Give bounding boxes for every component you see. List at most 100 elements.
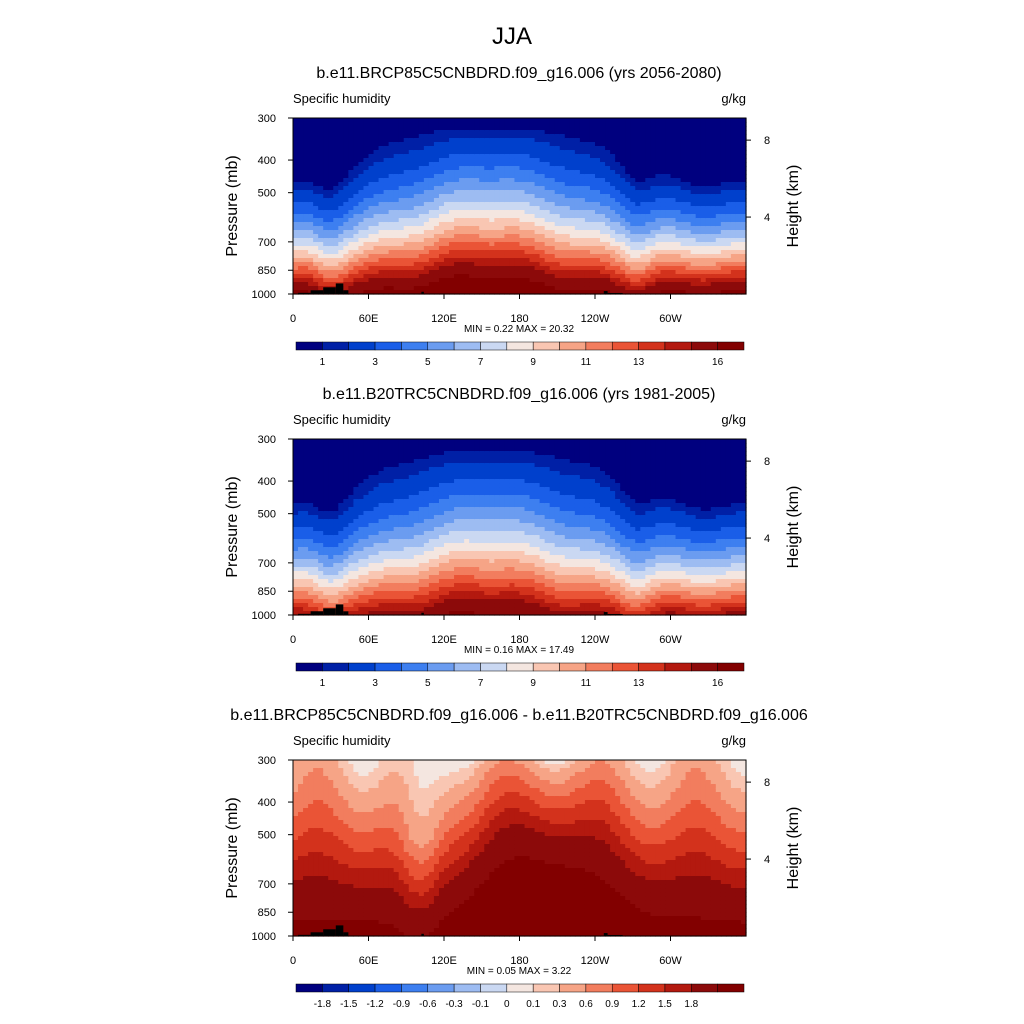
field-cell [408, 130, 415, 135]
field-cell [574, 234, 581, 239]
field-cell [499, 246, 505, 251]
field-cell [449, 126, 455, 131]
field-cell [695, 214, 702, 219]
field-cell [428, 246, 435, 251]
field-cell [720, 138, 727, 143]
field-cell [489, 150, 495, 155]
field-cell [660, 230, 667, 235]
field-cell [308, 154, 314, 159]
field-cell [715, 186, 722, 191]
field-cell [574, 130, 581, 135]
field-cell [469, 218, 475, 223]
field-cell [499, 190, 505, 195]
field-cell [454, 262, 460, 267]
field-cell [519, 190, 526, 195]
field-cell [303, 503, 309, 508]
field-cell [449, 282, 455, 287]
variable-label: Specific humidity [293, 91, 391, 106]
field-cell [308, 471, 314, 476]
field-cell [710, 182, 717, 187]
field-cell [489, 234, 495, 239]
field-cell [519, 262, 526, 267]
field-cell [484, 174, 490, 179]
field-cell [615, 246, 621, 251]
field-cell [544, 282, 551, 287]
field-cell [705, 222, 712, 227]
field-cell [363, 487, 370, 492]
field-cell [554, 206, 561, 211]
field-cell [499, 150, 505, 155]
field-cell [298, 126, 304, 131]
field-cell [595, 234, 601, 239]
field-cell [378, 250, 385, 255]
field-cell [650, 278, 656, 283]
colorbar-box [559, 341, 587, 351]
field-cell [338, 126, 344, 131]
field-cell [554, 122, 561, 127]
field-cell [710, 154, 717, 159]
field-cell [308, 455, 314, 460]
field-cell [484, 162, 490, 167]
field-cell [670, 214, 677, 219]
field-cell [293, 495, 299, 500]
field-cell [393, 535, 400, 540]
field-cell [670, 270, 677, 275]
field-cell [514, 274, 521, 279]
field-cell [293, 611, 299, 616]
field-cell [348, 603, 354, 608]
field-cell [303, 262, 309, 267]
field-cell [549, 226, 556, 231]
field-cell [509, 226, 516, 231]
field-cell [579, 266, 586, 271]
terrain-block [310, 290, 324, 294]
field-cell [383, 282, 390, 287]
field-cell [610, 286, 616, 291]
field-cell [479, 246, 485, 251]
field-cell [615, 262, 621, 267]
field-cell [695, 206, 702, 211]
field-cell [454, 174, 460, 179]
field-cell [620, 222, 626, 227]
field-cell [564, 186, 571, 191]
field-cell [343, 286, 349, 291]
field-cell [318, 571, 324, 576]
field-cell [293, 539, 299, 544]
field-cell [615, 130, 621, 135]
field-cell [464, 134, 470, 139]
field-cell [544, 154, 551, 159]
field-cell [308, 266, 314, 271]
field-cell [534, 230, 541, 235]
field-cell [428, 282, 435, 287]
field-cell [378, 150, 385, 155]
field-cell [398, 519, 405, 524]
field-cell [353, 198, 360, 203]
field-cell [660, 146, 667, 151]
field-cell [474, 122, 480, 127]
field-cell [635, 202, 641, 207]
field-cell [705, 266, 712, 271]
field-cell [484, 234, 490, 239]
field-cell [303, 126, 309, 131]
field-cell [549, 166, 556, 171]
field-cell [584, 190, 591, 195]
field-cell [630, 150, 636, 155]
field-cell [298, 170, 304, 175]
field-cell [318, 206, 324, 211]
field-cell [675, 218, 682, 223]
field-cell [675, 158, 682, 163]
field-cell [695, 190, 702, 195]
field-cell [665, 170, 672, 175]
field-cell [665, 206, 672, 211]
field-cell [645, 290, 651, 295]
field-cell [333, 186, 339, 191]
field-cell [595, 158, 601, 163]
field-cell [348, 218, 354, 223]
field-cell [600, 254, 606, 259]
field-cell [298, 134, 304, 139]
field-cell [474, 266, 480, 271]
field-cell [640, 210, 646, 215]
field-cell [403, 226, 410, 231]
field-cell [363, 551, 370, 556]
field-cell [363, 499, 370, 504]
field-cell [303, 479, 309, 484]
